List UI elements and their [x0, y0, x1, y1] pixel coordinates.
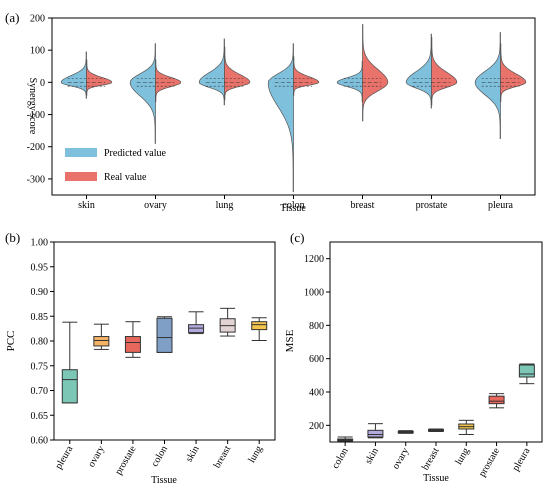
violin-predicted-breast: [336, 61, 363, 103]
x-tick-label-skin: skin: [184, 444, 202, 464]
violin-predicted-lung: [198, 38, 225, 106]
violin-real-lung: [224, 46, 251, 101]
panel-a-legend: Predicted value Real value: [65, 148, 166, 183]
x-tick-label-ovary: ovary: [144, 200, 167, 211]
violin-real-pleura: [500, 43, 527, 103]
panel-c-x-axis-label: Tissue: [423, 473, 449, 484]
y-tick-label: 100: [30, 46, 45, 57]
violin-real-skin: [86, 59, 113, 96]
box-skin: [367, 429, 384, 438]
y-tick-label: 1000: [304, 288, 324, 299]
violin-real-ovary: [155, 59, 182, 103]
x-tick-label-breast: breast: [351, 200, 375, 211]
panel-c-plot-frame: [329, 241, 543, 443]
y-tick-label: 400: [309, 388, 324, 399]
violin-predicted-colon: [267, 43, 294, 193]
panel-c-y-axis-label: MSE: [284, 329, 296, 352]
y-tick-label: -200: [27, 142, 45, 153]
y-tick-label: 600: [309, 354, 324, 365]
y-tick-label: 0.90: [31, 287, 49, 298]
y-tick-label: 1.00: [31, 238, 49, 249]
y-tick-label: 1200: [304, 254, 324, 265]
x-tick-label-lung: lung: [453, 446, 471, 467]
violin-predicted-pleura: [474, 32, 501, 140]
x-tick-label-colon: colon: [282, 200, 304, 211]
panel-a-y-axis: -300 -200 -100 0 100 200: [27, 14, 52, 185]
panel-b-x-axis: pleura ovary prostate colon skin breast lung: [53, 440, 265, 477]
x-tick-label-skin: skin: [78, 200, 95, 211]
x-tick-label-pleura: pleura: [510, 446, 532, 474]
panel-b-label: (b): [5, 230, 20, 245]
panel-b-y-axis-label: PCC: [5, 331, 17, 352]
box-prostate: [488, 395, 505, 405]
y-tick-label: 0.85: [31, 312, 49, 323]
x-tick-label-pleura: pleura: [488, 200, 514, 211]
legend-label-predicted: Predicted value: [104, 148, 166, 159]
x-tick-label-colon: colon: [149, 444, 170, 469]
x-tick-label-breast: breast: [212, 444, 234, 470]
y-tick-label: 0.75: [31, 361, 49, 372]
x-tick-label-lung: lung: [216, 200, 234, 211]
box-ovary: [93, 336, 110, 347]
panel-a-violin-chart: (a) -300 -200 -100 0 100 200 skin ovary lung col…: [5, 10, 536, 214]
legend-swatch-predicted: [65, 148, 97, 157]
violin-real-prostate: [431, 36, 458, 106]
box-pleura: [518, 364, 535, 378]
y-tick-label: 0.80: [31, 337, 49, 348]
x-tick-label-pleura: pleura: [53, 444, 75, 472]
x-tick-label-skin: skin: [363, 446, 381, 466]
panel-c-label: (c): [290, 230, 304, 245]
panel-a-x-axis-label: Tissue: [280, 203, 306, 214]
box-pleura: [61, 369, 78, 404]
panel-c-box-chart: (c) 200 400 600 800 1000 1200 colon skin ovary b…: [284, 230, 543, 484]
x-tick-label-prostate: prostate: [477, 446, 503, 479]
box-colon: [156, 317, 173, 353]
violin-real-breast: [362, 24, 389, 122]
y-tick-label: 0.95: [31, 262, 49, 273]
y-tick-label: -300: [27, 174, 45, 185]
panel-b-box-chart: (b) 0.60 0.65 0.70 0.75 0.80 0.85 0.90 0.95 1.00…: [5, 230, 276, 486]
panel-a-violins: [60, 24, 527, 193]
panel-b-x-axis-label: Tissue: [151, 475, 177, 486]
y-tick-label: 0: [40, 78, 45, 89]
x-tick-label-ovary: ovary: [390, 446, 411, 471]
panel-a-x-axis: skin ovary lung colon breast prostate pleura: [78, 195, 514, 211]
y-tick-label: 200: [309, 421, 324, 432]
y-tick-label: 0.70: [31, 386, 49, 397]
y-tick-label: 0.65: [31, 411, 49, 422]
box-lung: [251, 321, 268, 331]
y-tick-label: 0.60: [31, 436, 49, 447]
panel-b-y-axis: 0.60 0.65 0.70 0.75 0.80 0.85 0.90 0.95 1.00: [31, 238, 54, 447]
x-tick-label-lung: lung: [246, 444, 264, 465]
x-tick-label-colon: colon: [330, 446, 351, 471]
panel-c-boxes: [337, 363, 535, 442]
panel-b-boxes: [61, 307, 268, 404]
x-tick-label-prostate: prostate: [416, 200, 448, 211]
y-tick-label: -100: [27, 110, 45, 121]
panel-c-y-axis: 200 400 600 800 1000 1200: [304, 254, 330, 432]
y-tick-label: 800: [309, 321, 324, 332]
x-tick-label-prostate: prostate: [113, 444, 139, 477]
legend-swatch-real: [65, 172, 97, 181]
x-tick-label-breast: breast: [420, 446, 442, 472]
box-prostate: [124, 336, 141, 353]
violin-predicted-skin: [60, 51, 87, 99]
y-tick-label: 200: [30, 14, 45, 25]
violin-predicted-prostate: [405, 33, 432, 109]
violin-predicted-ovary: [129, 43, 156, 144]
panel-a-label: (a): [5, 10, 19, 25]
legend-label-real: Real value: [104, 172, 147, 183]
violin-real-colon: [293, 56, 320, 96]
panel-a-y-axis-label: Synergy score: [27, 78, 38, 135]
x-tick-label-ovary: ovary: [86, 444, 107, 469]
